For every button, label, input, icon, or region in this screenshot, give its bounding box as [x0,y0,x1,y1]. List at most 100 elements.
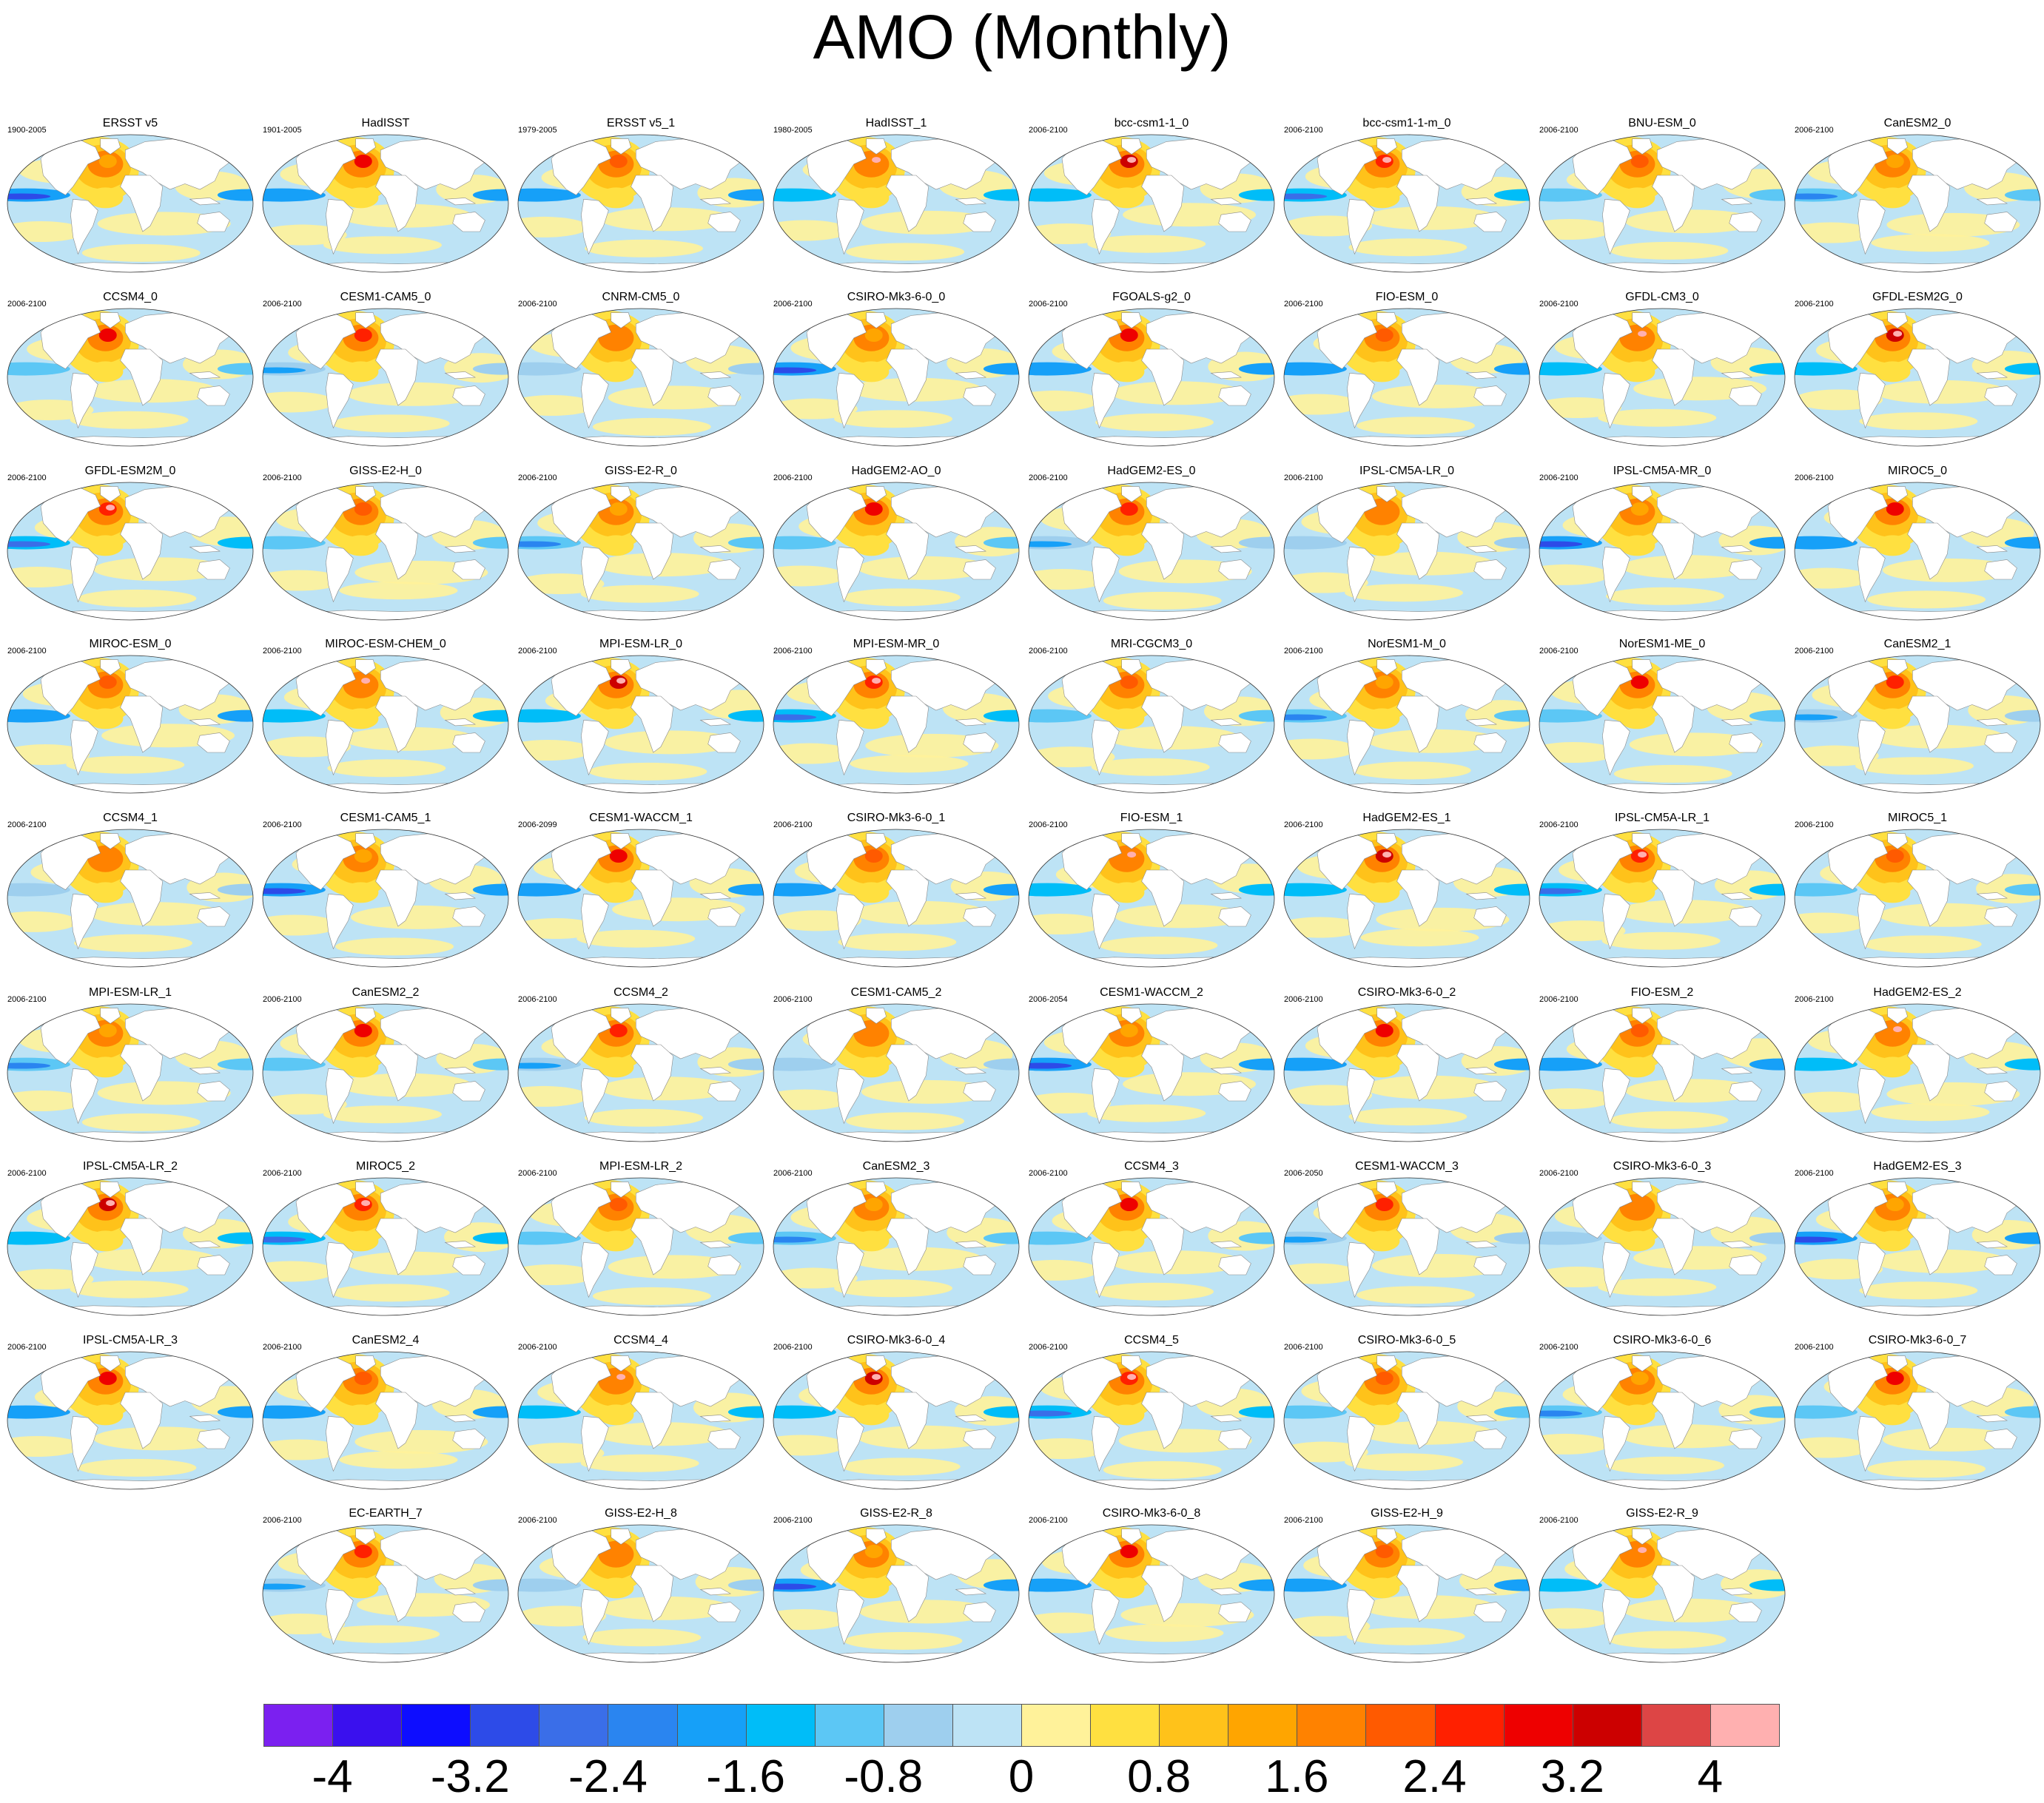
world-map [7,655,254,794]
panel-title: IPSL-CM5A-LR_3 [82,1334,178,1347]
colorbar-tick-label: -1.6 [706,1751,786,1802]
colorbar-tick-label: -0.8 [844,1751,924,1802]
panel-title: HadGEM2-ES_1 [1362,812,1451,824]
map-panel: CSIRO-Mk3-6-0_8 2006-2100 [1027,1507,1276,1664]
world-map [1028,482,1275,621]
world-map [773,1003,1020,1142]
panel-period: 2006-2100 [1029,1516,1068,1525]
panel-title: CCSM4_3 [1124,1160,1179,1173]
panel-title: CSIRO-Mk3-6-0_0 [847,291,946,303]
colorbar-box [676,1704,747,1747]
panel-title: CCSM4_2 [613,986,668,999]
panel-period: 2006-2100 [1284,126,1323,135]
colorbar-box [1365,1704,1436,1747]
world-map [7,482,254,621]
map-panel: CSIRO-Mk3-6-0_4 2006-2100 [772,1334,1021,1491]
map-panel: MIROC5_0 2006-2100 [1793,465,2042,621]
world-map [262,134,509,273]
world-map [262,308,509,447]
map-panel: ERSST v5 1900-2005 [6,117,255,274]
world-map [1283,655,1530,794]
panel-period: 2006-2100 [773,1343,813,1352]
panel-title: CSIRO-Mk3-6-0_3 [1613,1160,1712,1173]
panel-title: CESM1-WACCM_3 [1355,1160,1459,1173]
panel-title: IPSL-CM5A-LR_2 [82,1160,178,1173]
panel-title: FIO-ESM_1 [1120,812,1183,824]
panel-title: FGOALS-g2_0 [1112,291,1191,303]
world-map [1028,655,1275,794]
panel-title: HadGEM2-AO_0 [851,465,941,477]
world-map [1794,1351,2041,1490]
panel-period: 2006-2100 [263,1169,302,1178]
panel-period: 2006-2100 [518,1516,557,1525]
panel-period: 2006-2100 [263,1516,302,1525]
panel-title: CanESM2_4 [352,1334,420,1347]
panel-period: 2006-2100 [1795,995,1834,1004]
panel-period: 2006-2100 [1029,474,1068,482]
panel-title: GISS-E2-R_9 [1626,1507,1698,1520]
map-panel: CCSM4_1 2006-2100 [6,812,255,968]
panel-period: 2006-2100 [1795,820,1834,829]
panel-period: 2006-2054 [1029,995,1068,1004]
colorbar-box [1228,1704,1298,1747]
world-map [1028,829,1275,968]
panel-title: CSIRO-Mk3-6-0_1 [847,812,946,824]
panel-period: 2006-2050 [1284,1169,1323,1178]
map-panel: HadGEM2-AO_0 2006-2100 [772,465,1021,621]
map-panel: CESM1-WACCM_2 2006-2054 [1027,986,1276,1143]
map-panel: ERSST v5_1 1979-2005 [517,117,765,274]
world-map [773,1524,1020,1663]
panel-title: ERSST v5 [102,117,158,129]
colorbar-tick-label: 2.4 [1402,1751,1467,1802]
map-panel: CSIRO-Mk3-6-0_1 2006-2100 [772,812,1021,968]
world-map [517,1177,764,1316]
colorbar-box [401,1704,471,1747]
panel-title: FIO-ESM_0 [1375,291,1439,303]
map-panel: CSIRO-Mk3-6-0_2 2006-2100 [1282,986,1531,1143]
world-map [1539,655,1786,794]
map-panel: HadGEM2-ES_3 2006-2100 [1793,1160,2042,1317]
panel-title: CESM1-CAM5_2 [850,986,942,999]
panel-period: 1980-2005 [773,126,813,135]
map-panel: IPSL-CM5A-LR_2 2006-2100 [6,1160,255,1317]
panel-title: CSIRO-Mk3-6-0_5 [1357,1334,1456,1347]
panel-period: 2006-2100 [7,647,47,656]
world-map [773,655,1020,794]
panel-title: GISS-E2-H_8 [605,1507,677,1520]
map-panel: CESM1-WACCM_1 2006-2099 [517,812,765,968]
world-map [1028,308,1275,447]
world-map [1539,829,1786,968]
panel-period: 2006-2100 [773,1169,813,1178]
panel-period: 2006-2100 [518,995,557,1004]
panel-period: 2006-2100 [7,820,47,829]
panel-title: CCSM4_0 [103,291,158,303]
world-map [262,829,509,968]
colorbar-box [1297,1704,1367,1747]
map-panel: FIO-ESM_0 2006-2100 [1282,291,1531,448]
map-panel: CanESM2_0 2006-2100 [1793,117,2042,274]
world-map [1539,1351,1786,1490]
map-panel: HadGEM2-ES_2 2006-2100 [1793,986,2042,1143]
panel-period: 1979-2005 [518,126,557,135]
map-panel: MPI-ESM-LR_1 2006-2100 [6,986,255,1143]
panel-period: 2006-2100 [1539,126,1579,135]
colorbar-box [1159,1704,1229,1747]
world-map [1283,1351,1530,1490]
panel-title: bcc-csm1-1-m_0 [1362,117,1451,129]
panel-period: 2006-2100 [263,820,302,829]
world-map [7,829,254,968]
map-panel: CSIRO-Mk3-6-0_0 2006-2100 [772,291,1021,448]
map-panel: bcc-csm1-1-m_0 2006-2100 [1282,117,1531,274]
panel-title: NorESM1-ME_0 [1618,638,1706,650]
map-panel: CanESM2_2 2006-2100 [261,986,510,1143]
map-panel: GISS-E2-R_9 2006-2100 [1538,1507,1786,1664]
panel-period: 2006-2100 [1795,300,1834,309]
panel-title: HadGEM2-ES_0 [1107,465,1196,477]
panel-title: MIROC5_1 [1887,812,1948,824]
panel-title: bcc-csm1-1_0 [1114,117,1189,129]
panel-period: 2006-2100 [773,995,813,1004]
colorbar-box [952,1704,1022,1747]
world-map [1028,1177,1275,1316]
panel-period: 1900-2005 [7,126,47,135]
